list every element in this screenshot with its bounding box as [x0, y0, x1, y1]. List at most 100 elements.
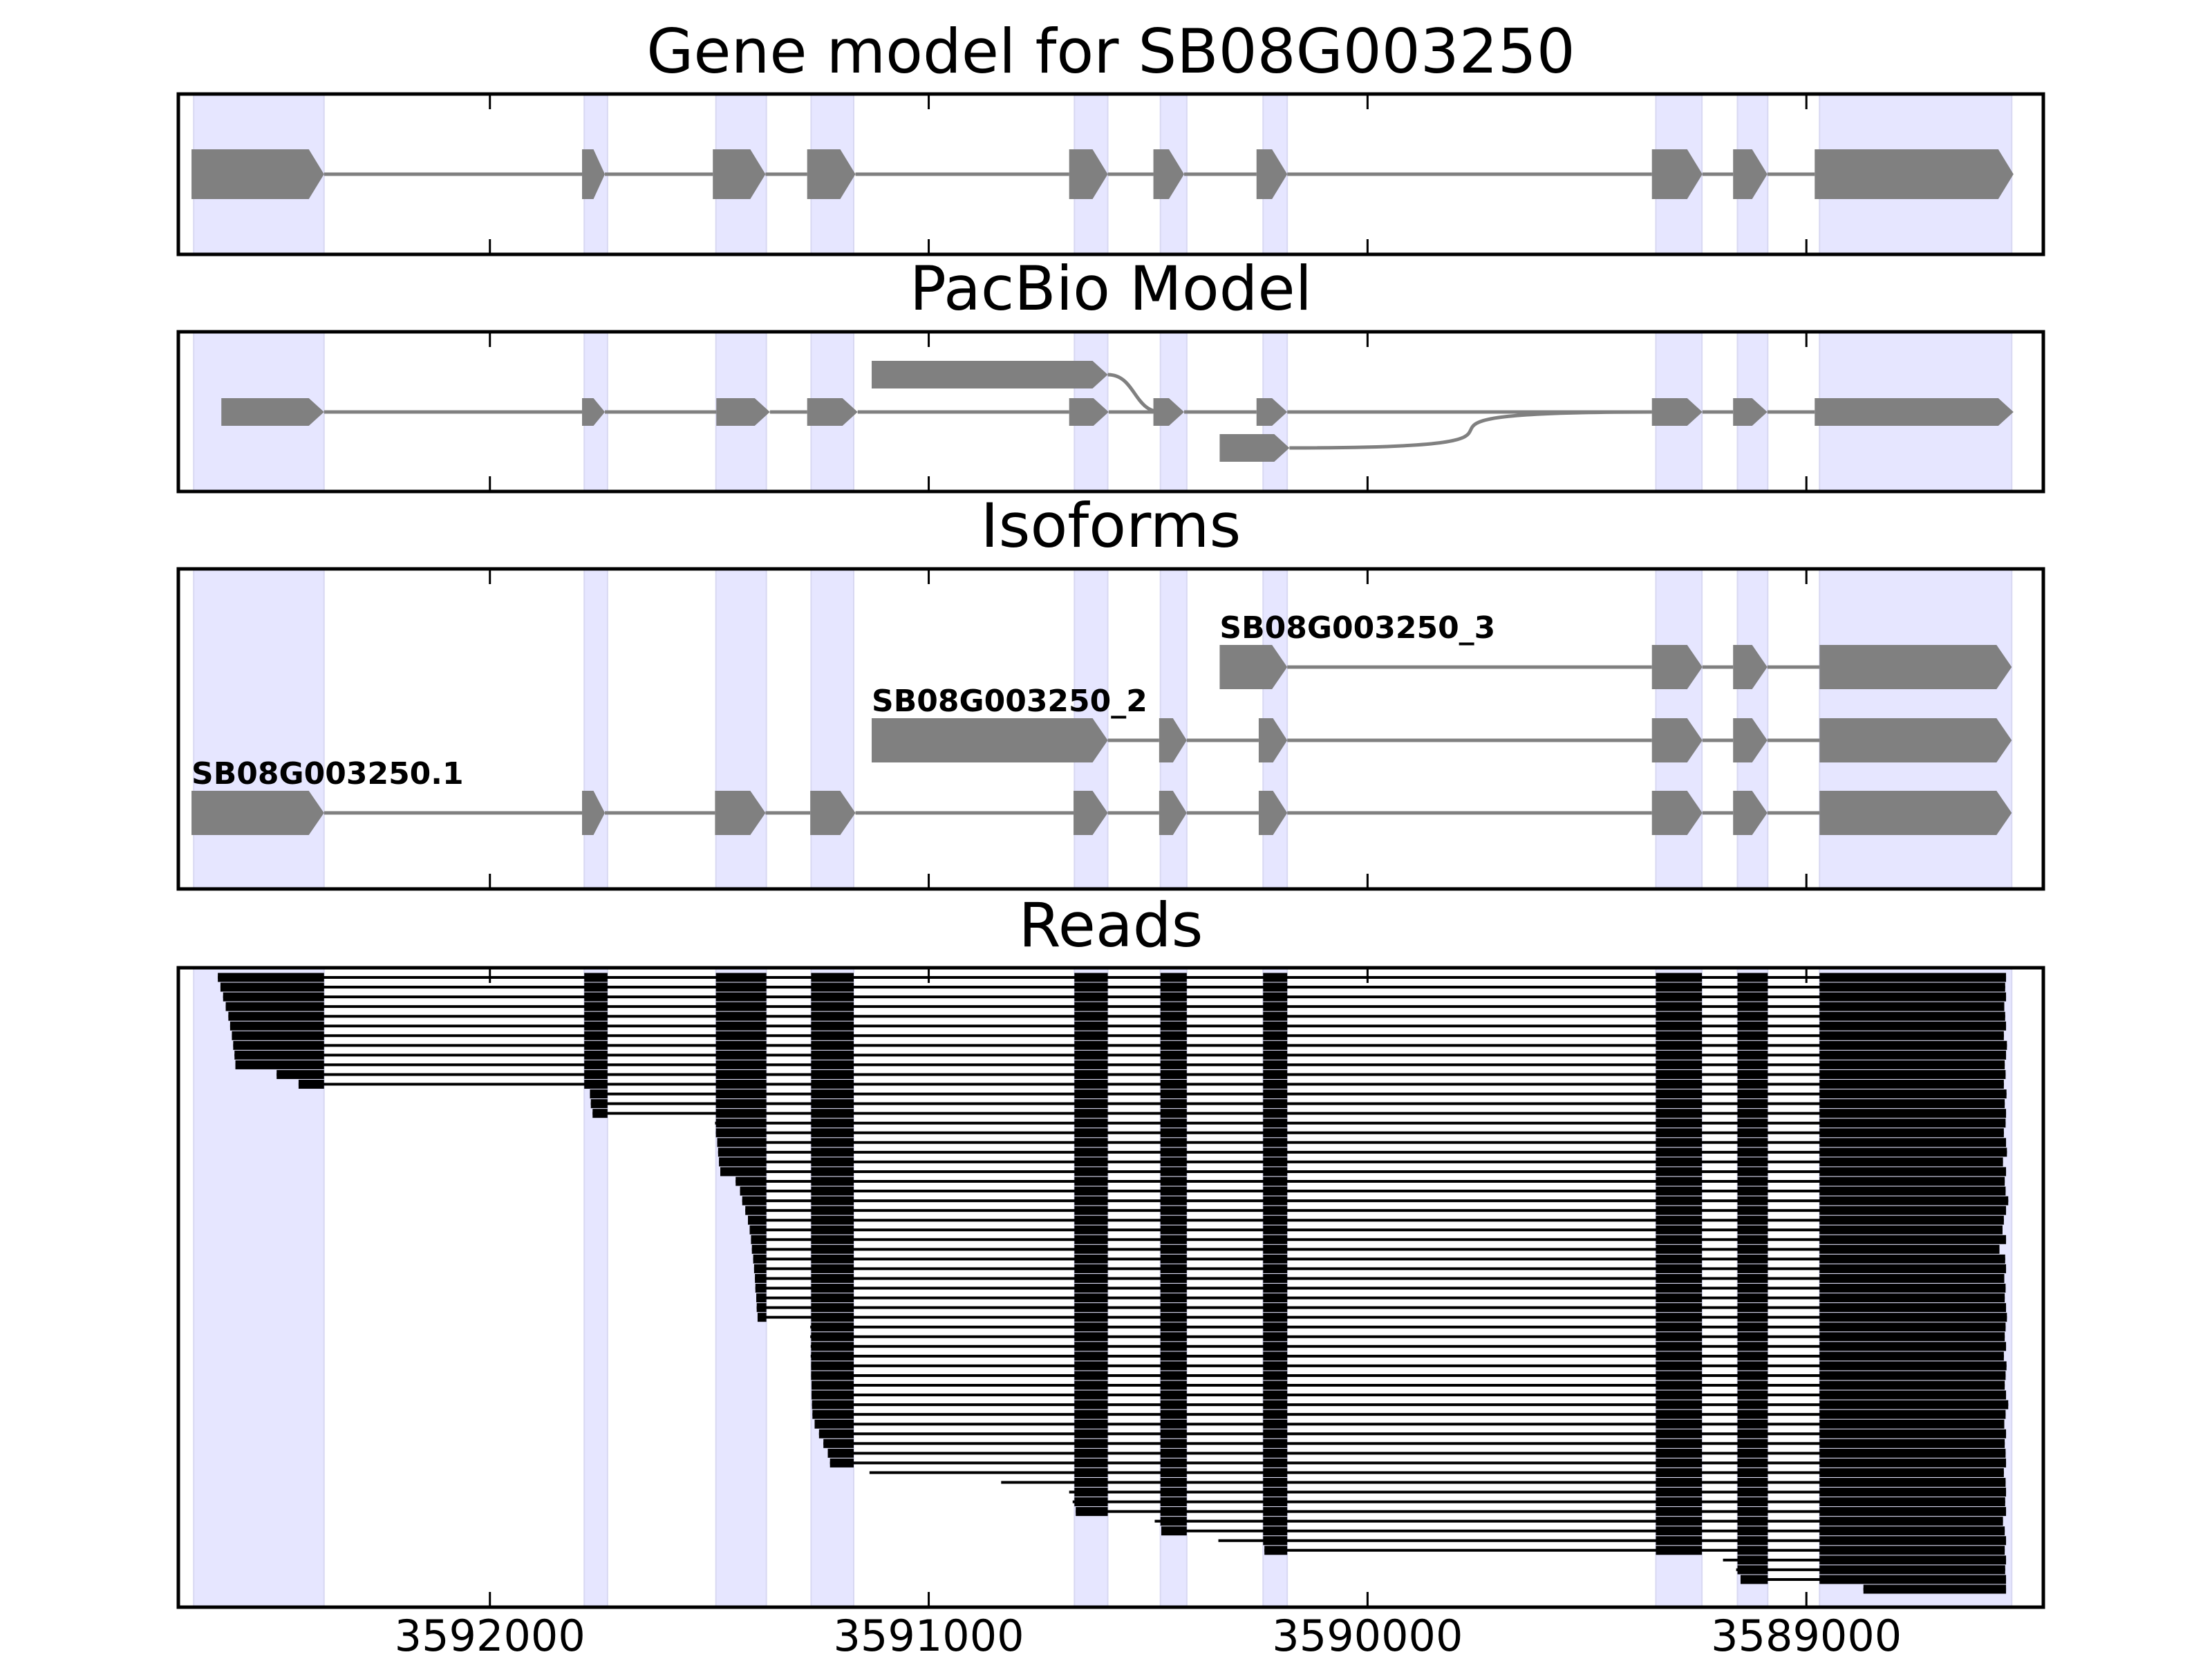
read-exon	[748, 1215, 767, 1225]
read-exon	[1656, 1021, 1703, 1031]
read-exon	[751, 1244, 767, 1254]
read-exon	[1263, 1468, 1288, 1477]
read-exon	[584, 1069, 608, 1079]
exon-block	[582, 149, 606, 199]
read-exon	[715, 1069, 767, 1079]
read	[810, 1342, 2007, 1351]
read	[830, 1458, 2007, 1468]
read-exon	[1160, 1157, 1187, 1167]
read-exon	[1737, 1507, 1768, 1517]
read-exon	[1656, 1157, 1703, 1167]
splice-junction-curve	[1107, 373, 1162, 414]
read-exon	[1160, 1215, 1187, 1225]
read-exon	[1740, 1575, 1768, 1584]
read-exon	[1656, 1050, 1703, 1060]
read-exon	[1819, 1409, 2006, 1419]
read	[756, 1293, 2005, 1303]
read-exon	[1819, 1429, 2007, 1438]
read	[812, 1409, 2006, 1419]
panel-frame	[176, 330, 2045, 494]
read-exon	[1263, 1507, 1288, 1517]
read-exon	[218, 973, 324, 982]
read-exon	[1819, 1351, 2004, 1361]
isoform-label: SB08G003250_3	[1219, 610, 1495, 646]
read-exon	[1074, 1060, 1108, 1069]
read-exon	[1656, 1458, 1703, 1468]
exon-block	[1159, 791, 1187, 835]
read-exon	[1819, 992, 2007, 1002]
read	[590, 1099, 2005, 1109]
read-exon	[1656, 1138, 1703, 1147]
read-exon	[1160, 1303, 1187, 1313]
read-exon	[1737, 1517, 1768, 1526]
read-exon	[1819, 1438, 2005, 1448]
read	[735, 1177, 2005, 1186]
read-exon	[234, 1050, 324, 1060]
read-exon	[811, 1118, 854, 1128]
read	[869, 1468, 2004, 1477]
exon-block	[191, 791, 324, 835]
x-tick-label: 3591000	[833, 1611, 1024, 1659]
read-exon	[811, 1342, 854, 1351]
read-exon	[1656, 1361, 1703, 1371]
read-exon	[1074, 1438, 1108, 1448]
read-exon	[1263, 1050, 1288, 1060]
read	[755, 1284, 2006, 1293]
read-exon	[1074, 1419, 1108, 1429]
read-exon	[811, 1089, 854, 1099]
read-exon	[1074, 1477, 1108, 1487]
read-exon	[1160, 1002, 1187, 1011]
read-exon	[811, 1235, 854, 1244]
read-exon	[1819, 1031, 2004, 1040]
read-exon	[1819, 1040, 2007, 1050]
read-exon	[811, 1069, 854, 1079]
read-exon	[1819, 1264, 2007, 1273]
read-exon	[753, 1254, 767, 1264]
read-exon	[1074, 1361, 1108, 1371]
read-exon	[298, 1080, 324, 1089]
read-exon	[229, 1021, 324, 1031]
read-exon	[1160, 1429, 1187, 1438]
read-exon	[1074, 1293, 1108, 1303]
read-exon	[1074, 1031, 1108, 1040]
read-exon	[1819, 1050, 2007, 1060]
read-exon	[1263, 1526, 1288, 1536]
read-exon	[1263, 1264, 1288, 1273]
read-exon	[1737, 1438, 1768, 1448]
read-exon	[1819, 1273, 2005, 1283]
exon-block	[1733, 718, 1768, 762]
read-exon	[715, 1002, 767, 1011]
read	[749, 1225, 2003, 1235]
read-exon	[1074, 1186, 1108, 1196]
read-exon	[1819, 1477, 2006, 1487]
read	[751, 1235, 2007, 1244]
read-exon	[1160, 1313, 1187, 1322]
read-exon	[1819, 1167, 2007, 1177]
exon-block	[810, 791, 856, 835]
read-exon	[1819, 1206, 2007, 1215]
read-exon	[1263, 1002, 1288, 1011]
panel-2: Isoforms SB08G003250.1 SB08G003250_2 SB08G0…	[176, 490, 2045, 891]
read-exon	[1819, 973, 2007, 982]
exon-block	[715, 791, 766, 835]
read-exon	[1074, 1040, 1108, 1050]
exon-block	[1819, 645, 2012, 689]
read-exon	[1656, 1244, 1703, 1254]
exon-block	[1153, 149, 1185, 199]
read-exon	[1819, 1303, 2007, 1313]
read-exon	[1074, 1429, 1108, 1438]
read-exon	[1737, 1429, 1768, 1438]
isoform-label: SB08G003250.1	[191, 756, 464, 791]
read-exon	[1737, 1186, 1768, 1196]
read-exon	[1737, 1526, 1768, 1536]
read-exon	[811, 1254, 854, 1264]
read-exon	[1656, 1322, 1703, 1332]
read-exon	[1074, 1497, 1108, 1507]
read-exon	[757, 1313, 767, 1322]
read-exon	[1263, 1536, 1288, 1546]
read-exon	[1737, 1215, 1768, 1225]
read	[810, 1351, 2004, 1361]
read-exon	[1656, 1507, 1703, 1517]
read-exon	[584, 1060, 608, 1069]
read-exon	[1737, 1128, 1768, 1138]
